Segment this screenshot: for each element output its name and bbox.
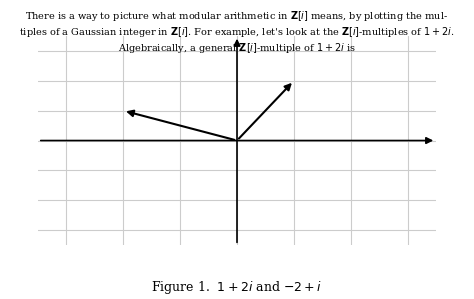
Title: Figure 1.  $1 + 2i$ and $-2 + i$: Figure 1. $1 + 2i$ and $-2 + i$ [151,279,323,296]
Text: There is a way to picture what modular arithmetic in $\mathbf{Z}[i]$ means, by p: There is a way to picture what modular a… [19,9,455,55]
